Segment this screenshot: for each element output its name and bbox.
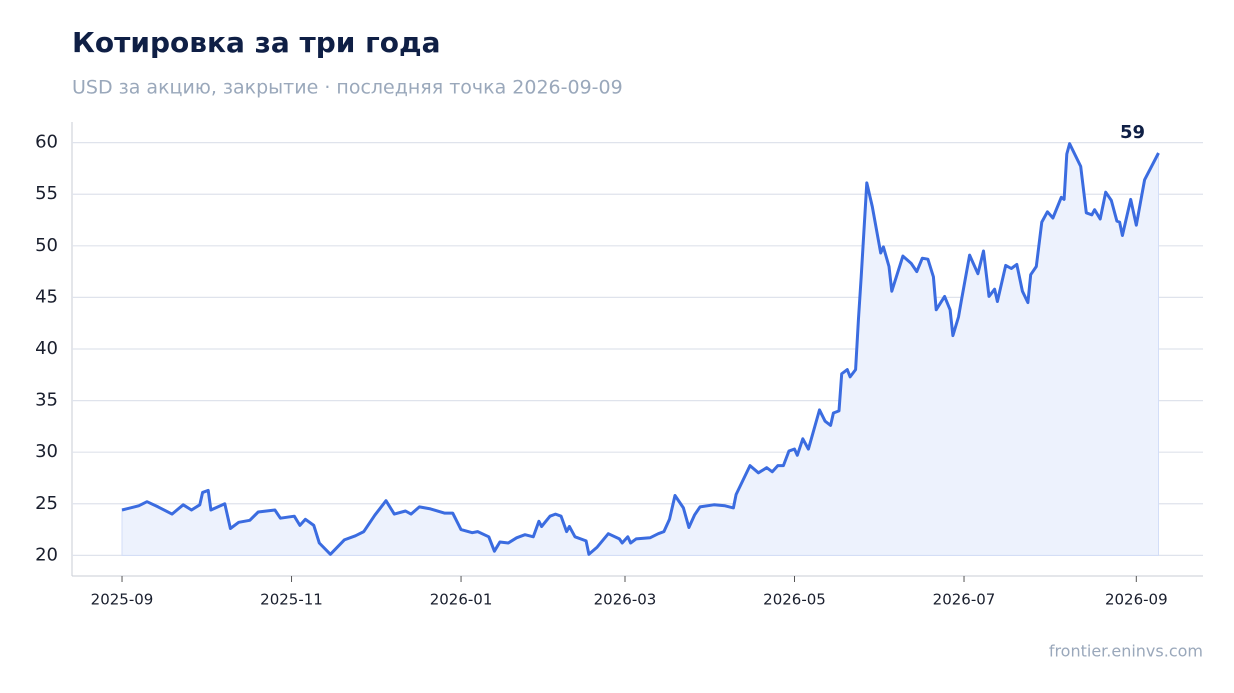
x-tick-label: 2026-03 [594, 591, 657, 609]
y-tick-label: 25 [35, 493, 58, 514]
y-tick-label: 20 [35, 544, 58, 565]
chart-subtitle: USD за акцию, закрытие · последняя точка… [72, 77, 623, 99]
chart-title: Котировка за три года [72, 26, 441, 59]
y-tick-label: 40 [35, 338, 58, 359]
x-tick-label: 2026-05 [763, 591, 826, 609]
x-tick-label: 2025-11 [260, 591, 323, 609]
y-tick-label: 50 [35, 235, 58, 256]
source: frontier.eninvs.com [1049, 642, 1203, 661]
y-tick-label: 35 [35, 390, 58, 411]
y-tick-label: 45 [35, 286, 58, 307]
y-tick-label: 60 [35, 132, 58, 153]
x-tick-label: 2026-01 [430, 591, 493, 609]
x-tick-label: 2025-09 [91, 591, 154, 609]
x-tick-label: 2026-09 [1105, 591, 1168, 609]
line [121, 142, 1160, 556]
y-tick-label: 55 [35, 183, 58, 204]
last-value-label: 59 [1120, 122, 1145, 143]
y-tick-label: 30 [35, 441, 58, 462]
x-tick-label: 2026-07 [933, 591, 996, 609]
